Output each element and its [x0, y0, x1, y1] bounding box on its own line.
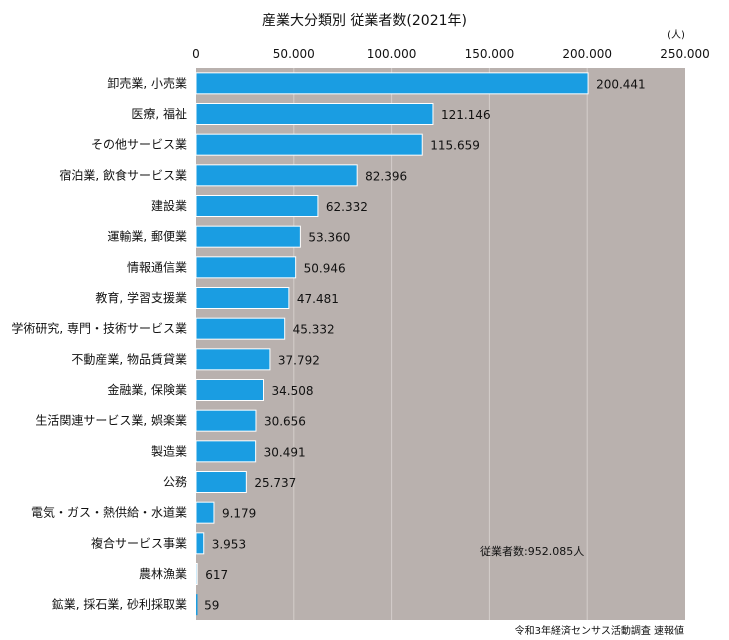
category-label: その他サービス業	[91, 138, 187, 152]
bar	[195, 72, 589, 95]
value-label: 9.179	[222, 507, 256, 521]
value-label: 25.737	[254, 476, 296, 490]
category-label: 建設業	[151, 198, 187, 213]
x-axis-ticks: 0 50.000 100.000 150.000 200.000 250.000	[192, 47, 710, 61]
bar	[195, 379, 264, 401]
bar	[195, 501, 215, 524]
bar	[195, 532, 205, 555]
category-label: 卸売業, 小売業	[107, 75, 187, 90]
category-label: 農林漁業	[139, 567, 187, 581]
category-label: 公務	[163, 475, 187, 489]
x-tick-label: 250.000	[660, 47, 710, 61]
gridlines	[293, 68, 588, 620]
bar	[195, 317, 286, 340]
value-label: 30.656	[264, 415, 306, 429]
category-label: 鉱業, 採石業, 砂利採取業	[52, 597, 187, 612]
bar	[195, 225, 301, 248]
bar	[195, 256, 297, 279]
chart-title: 産業大分類別 従業者数(2021年)	[261, 13, 467, 29]
value-label: 30.491	[264, 445, 306, 459]
bar	[195, 164, 358, 187]
bar	[195, 133, 423, 156]
x-tick-label: 0	[192, 47, 200, 61]
category-label: 運輸業, 郵便業	[107, 229, 187, 244]
bar	[195, 287, 290, 309]
x-tick-label: 50.000	[273, 47, 315, 61]
value-label: 47.481	[297, 292, 339, 306]
bar	[195, 409, 257, 432]
value-label: 45.332	[293, 323, 335, 337]
plot-area	[196, 68, 685, 620]
category-label: 複合サービス事業	[91, 535, 187, 550]
value-label: 82.396	[365, 169, 407, 183]
x-tick-label: 100.000	[367, 47, 417, 61]
value-label: 3.953	[212, 537, 246, 551]
bar	[195, 348, 271, 371]
x-tick-label: 150.000	[465, 47, 515, 61]
bar	[195, 103, 434, 125]
category-label: 教育, 学習支援業	[95, 290, 187, 305]
category-label: 金融業, 保険業	[107, 382, 187, 397]
value-label: 59	[204, 599, 219, 613]
category-label: 電気・ガス・熱供給・水道業	[31, 505, 187, 520]
value-label: 617	[205, 568, 228, 582]
category-label: 生活関連サービス業, 娯楽業	[35, 414, 187, 428]
category-label: 不動産業, 物品賃貸業	[71, 351, 187, 366]
value-label: 115.659	[430, 139, 480, 153]
value-label: 121.146	[441, 108, 491, 122]
value-label: 34.508	[271, 384, 313, 398]
category-label: 医療, 福祉	[131, 106, 187, 121]
bar	[195, 440, 257, 463]
category-label: 宿泊業, 飲食サービス業	[59, 167, 187, 182]
unit-label: (人)	[667, 29, 685, 41]
value-label: 37.792	[278, 353, 320, 367]
source-note: 令和3年経済センサス活動調査 速報値	[515, 624, 684, 637]
value-label: 53.360	[308, 231, 350, 245]
bars	[195, 72, 589, 616]
bar	[195, 471, 247, 493]
value-label: 200.441	[596, 77, 646, 91]
value-label: 50.946	[304, 261, 346, 275]
value-label: 62.332	[326, 200, 368, 214]
category-label: 製造業	[151, 444, 187, 458]
category-label: 情報通信業	[127, 260, 187, 274]
bar	[196, 594, 198, 616]
bar	[195, 563, 198, 585]
total-annotation: 従業者数:952.085人	[480, 545, 584, 558]
x-tick-label: 200.000	[562, 47, 612, 61]
bar	[195, 195, 319, 217]
value-labels: 200.441 121.146 115.659 82.396 62.332 53.360 5…	[204, 77, 646, 612]
category-label: 学術研究, 専門・技術サービス業	[11, 321, 187, 336]
